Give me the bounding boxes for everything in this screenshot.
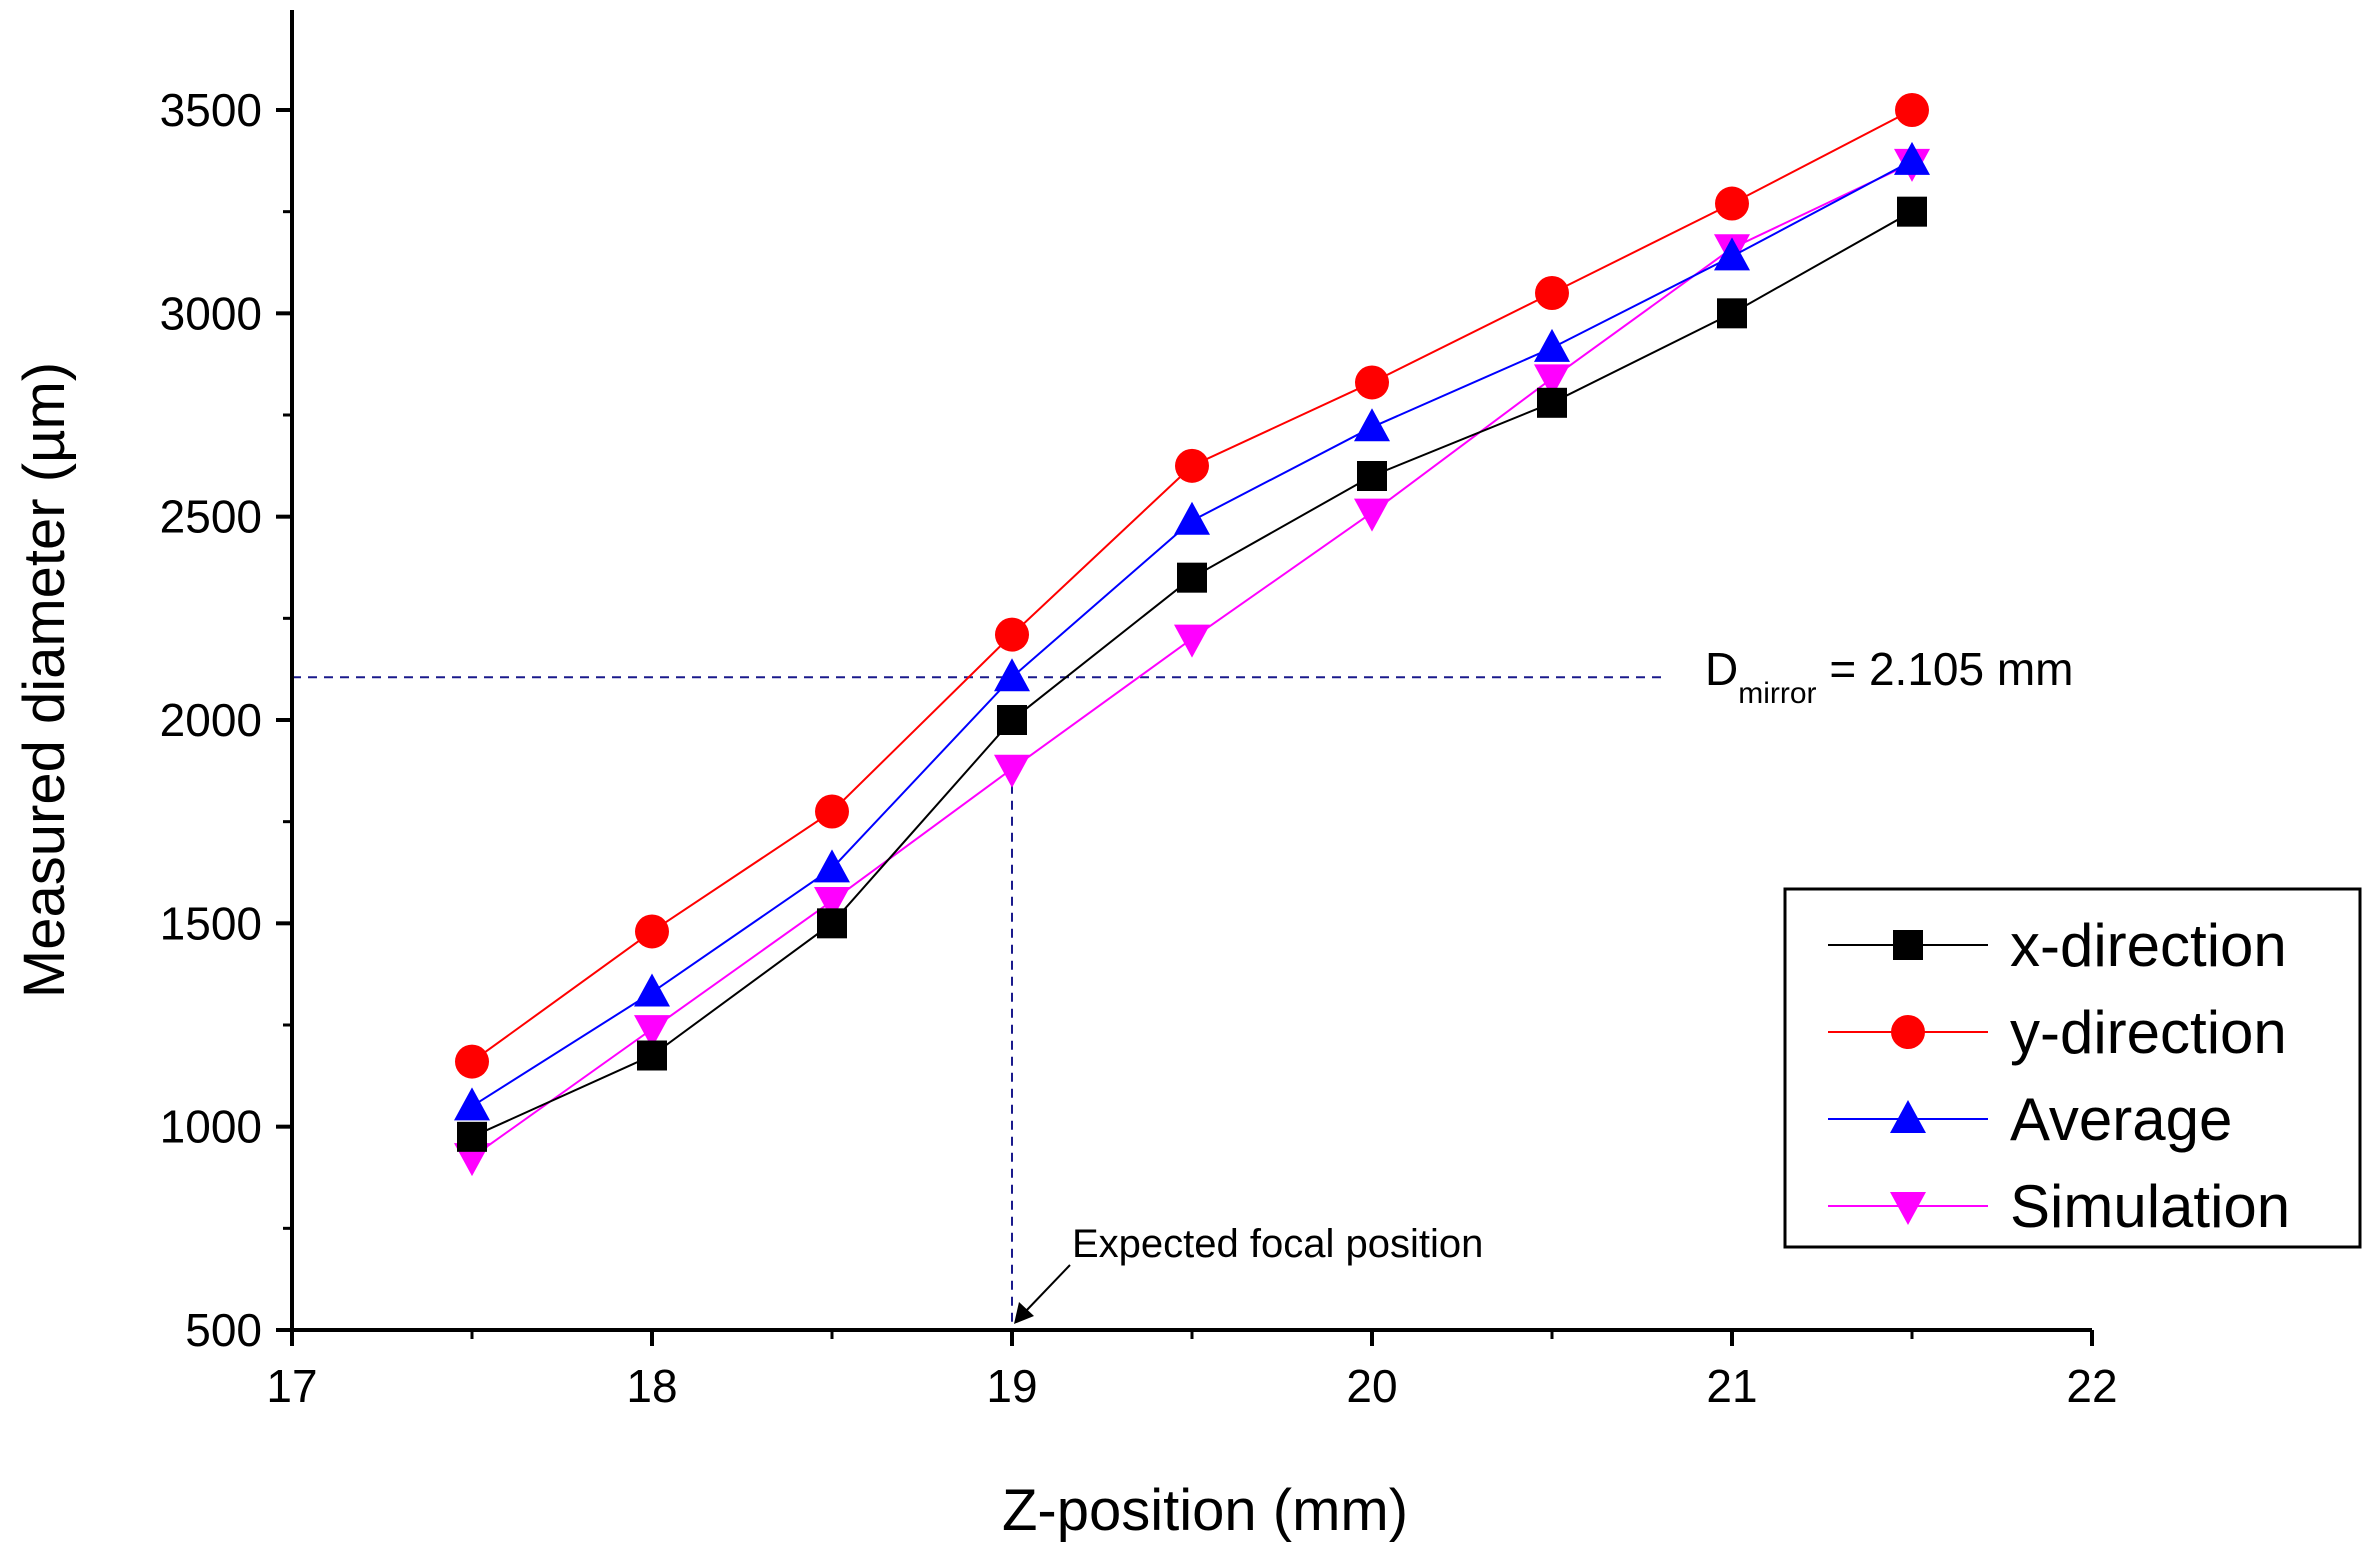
data-point-Average-21.5 bbox=[1894, 141, 1930, 175]
x-tick-label-20: 20 bbox=[1346, 1360, 1397, 1412]
y-tick-label-2000: 2000 bbox=[160, 694, 262, 746]
data-point-y-direction-17.5 bbox=[455, 1044, 489, 1079]
legend-label-x-direction: x-direction bbox=[2010, 912, 2287, 979]
y-tick-label-1000: 1000 bbox=[160, 1101, 262, 1153]
focal-arrow-head bbox=[1014, 1302, 1034, 1324]
data-point-Simulation-18 bbox=[634, 1015, 670, 1049]
mirror-label-rest: = 2.105 mm bbox=[1817, 643, 2074, 695]
data-point-Average-18 bbox=[634, 973, 670, 1007]
focal-position-label: Expected focal position bbox=[1072, 1222, 1483, 1266]
focal-arrow-shaft bbox=[1024, 1264, 1071, 1313]
data-point-x-direction-18.5 bbox=[817, 908, 847, 939]
data-point-Average-20 bbox=[1354, 408, 1390, 442]
data-point-x-direction-20.5 bbox=[1537, 387, 1567, 418]
data-point-y-direction-18.5 bbox=[815, 794, 849, 829]
legend-marker-Average bbox=[1890, 1100, 1926, 1133]
data-point-Average-19.5 bbox=[1174, 501, 1210, 535]
mirror-diameter-label: Dmirror = 2.105 mm bbox=[1705, 643, 2074, 710]
axis-titles: Z-position (mm) Measured diameter (µm) bbox=[12, 362, 1408, 1543]
annotations: Dmirror = 2.105 mm Expected focal positi… bbox=[1014, 643, 2074, 1324]
reference-lines bbox=[292, 676, 1665, 1330]
data-point-Average-19 bbox=[994, 658, 1030, 692]
data-point-Simulation-20 bbox=[1354, 498, 1390, 532]
series-Average bbox=[454, 141, 1930, 1121]
data-point-Average-21 bbox=[1714, 237, 1750, 271]
x-tick-label-21: 21 bbox=[1706, 1360, 1757, 1412]
data-point-y-direction-20 bbox=[1355, 365, 1389, 400]
data-point-y-direction-18 bbox=[635, 914, 669, 949]
x-tick-label-17: 17 bbox=[266, 1360, 317, 1412]
y-axis-title: Measured diameter (µm) bbox=[12, 362, 77, 998]
series-x-direction bbox=[457, 196, 1927, 1152]
data-point-x-direction-19 bbox=[997, 705, 1027, 735]
data-point-y-direction-19 bbox=[995, 617, 1029, 652]
y-tick-label-3000: 3000 bbox=[160, 287, 262, 339]
data-point-y-direction-21.5 bbox=[1895, 93, 1929, 127]
data-point-Simulation-18.5 bbox=[814, 886, 850, 920]
data-point-y-direction-19.5 bbox=[1175, 448, 1209, 483]
data-point-x-direction-18 bbox=[637, 1040, 667, 1071]
legend: x-direction y-direction Average Simulation bbox=[1783, 887, 2362, 1249]
data-point-Average-20.5 bbox=[1534, 328, 1570, 362]
data-point-Average-17.5 bbox=[454, 1087, 490, 1121]
legend-marker-Simulation bbox=[1890, 1192, 1926, 1225]
legend-label-Simulation: Simulation bbox=[2010, 1173, 2290, 1240]
data-point-Simulation-20.5 bbox=[1534, 364, 1570, 398]
x-axis-title: Z-position (mm) bbox=[1002, 1478, 1408, 1543]
data-point-x-direction-19.5 bbox=[1177, 562, 1207, 593]
y-tick-label-3500: 3500 bbox=[160, 84, 262, 136]
data-point-Simulation-19 bbox=[994, 754, 1030, 788]
y-tick-label-2500: 2500 bbox=[160, 491, 262, 543]
y-tick-label-1500: 1500 bbox=[160, 897, 262, 949]
x-tick-label-18: 18 bbox=[626, 1360, 677, 1412]
series-layer bbox=[454, 93, 1930, 1177]
series-line-x-direction bbox=[471, 210, 1913, 1138]
y-tick-label-500: 500 bbox=[185, 1304, 262, 1356]
data-point-x-direction-17.5 bbox=[457, 1121, 487, 1152]
legend-marker-x-direction bbox=[1893, 930, 1923, 960]
data-point-x-direction-21 bbox=[1717, 298, 1747, 329]
data-point-y-direction-21 bbox=[1715, 186, 1749, 221]
ticks: 17 18 19 20 21 22 500 1000 1500 2000 2500 3000 3500 bbox=[160, 84, 2118, 1412]
legend-marker-y-direction bbox=[1891, 1015, 1925, 1049]
data-point-Average-18.5 bbox=[814, 849, 850, 883]
legend-label-Average: Average bbox=[2010, 1086, 2232, 1153]
data-point-x-direction-20 bbox=[1357, 461, 1387, 491]
series-y-direction bbox=[455, 93, 1929, 1079]
series-line-Simulation bbox=[471, 161, 1913, 1158]
data-point-y-direction-20.5 bbox=[1535, 276, 1569, 310]
legend-label-y-direction: y-direction bbox=[2010, 999, 2287, 1066]
legend-box bbox=[1783, 887, 2362, 1249]
mirror-label-main: D bbox=[1705, 643, 1738, 695]
data-point-Simulation-19.5 bbox=[1174, 624, 1210, 658]
x-tick-label-22: 22 bbox=[2066, 1360, 2117, 1412]
mirror-label-sub: mirror bbox=[1738, 677, 1816, 710]
data-point-x-direction-21.5 bbox=[1897, 196, 1927, 227]
x-tick-label-19: 19 bbox=[986, 1360, 1037, 1412]
